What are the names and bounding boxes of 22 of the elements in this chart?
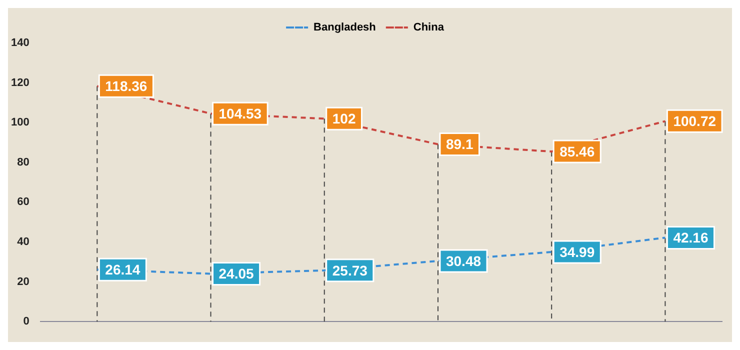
y-tick-label: 60 [17,196,30,208]
data-label: 85.46 [560,143,595,160]
y-tick-label: 40 [17,236,30,248]
data-label: 118.36 [105,78,148,94]
data-label: 102 [332,110,356,126]
data-label: 100.72 [673,113,716,130]
legend-label: Bangladesh [314,22,376,34]
data-label: 89.1 [446,136,474,152]
data-label: 30.48 [446,252,482,269]
data-label: 26.14 [105,261,140,278]
y-tick-label: 80 [17,156,30,168]
data-label: 104.53 [218,105,262,122]
legend-label: China [413,22,445,34]
data-label: 42.16 [673,230,708,246]
y-tick-label: 140 [10,37,30,50]
y-tick-label: 0 [23,316,30,328]
data-label: 24.05 [218,266,254,282]
y-tick-label: 120 [10,76,30,89]
y-tick-label: 20 [17,276,30,288]
y-tick-label: 100 [10,116,30,129]
data-label: 25.73 [332,262,368,278]
data-label: 34.99 [560,244,595,260]
